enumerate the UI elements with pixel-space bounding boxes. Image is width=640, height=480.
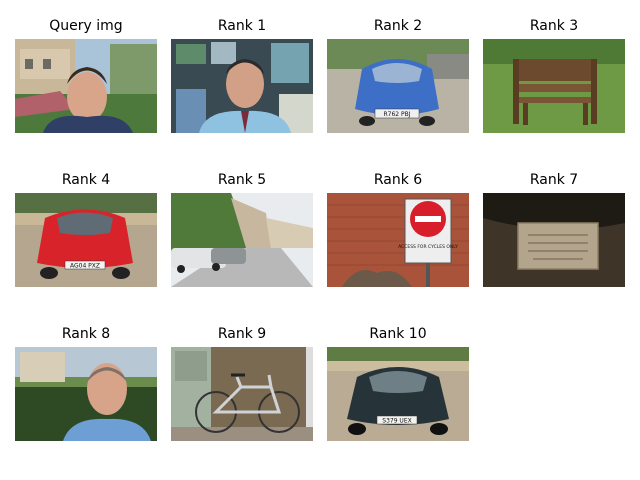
panel-title: Query img: [49, 18, 123, 34]
query-image: [15, 39, 157, 133]
rank-4-image: AG04 PXZ: [15, 193, 157, 287]
panel-title: Rank 5: [217, 172, 267, 188]
rank-7-image: [483, 193, 625, 287]
rank-10-image: S379 UEX: [327, 347, 469, 441]
panel-title: Rank 6: [373, 172, 423, 188]
plate-text: AG04 PXZ: [70, 263, 100, 270]
panel-title: Rank 2: [373, 18, 423, 34]
plate-text: S379 UEX: [382, 418, 411, 425]
panel-title: Rank 1: [217, 18, 267, 34]
panel-title: Rank 7: [529, 172, 579, 188]
panel-title: Rank 4: [61, 172, 111, 188]
panel-title: Rank 10: [369, 326, 427, 342]
panel-title: Rank 8: [61, 326, 111, 342]
rank-3-image: [483, 39, 625, 133]
rank-8-image: [15, 347, 157, 441]
rank-2-image: R762 PBJ: [327, 39, 469, 133]
panel-title: Rank 3: [529, 18, 579, 34]
rank-5-image: [171, 193, 313, 287]
rank-1-image: [171, 39, 313, 133]
rank-9-image: [171, 347, 313, 441]
sign-text: ACCESS FOR CYCLES ONLY: [398, 244, 458, 250]
panel-title: Rank 9: [217, 326, 267, 342]
rank-6-image: ACCESS FOR CYCLES ONLY: [327, 193, 469, 287]
plate-text: R762 PBJ: [383, 111, 410, 118]
